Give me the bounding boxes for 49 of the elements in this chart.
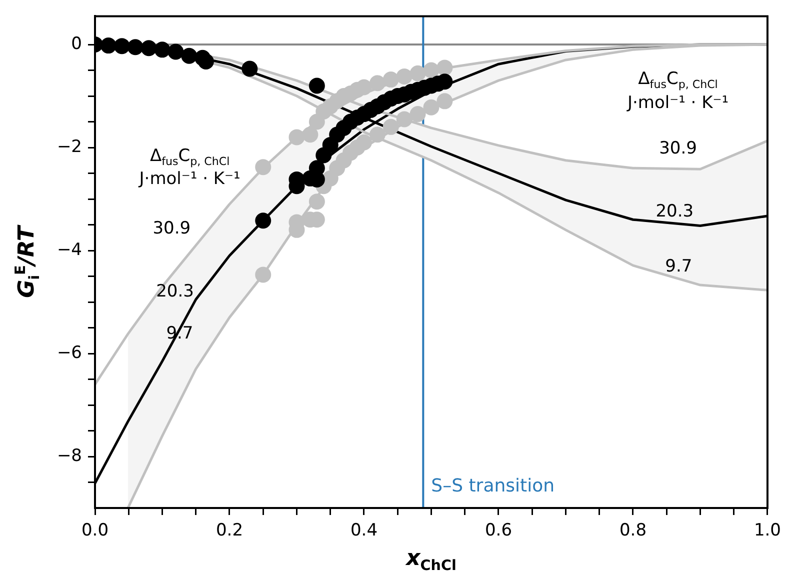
annotation: 9.7: [665, 256, 692, 278]
x-tick-label: 0.0: [81, 520, 109, 541]
point: [436, 93, 453, 110]
point: [168, 44, 184, 60]
point: [396, 111, 412, 128]
annotation: 30.9: [152, 218, 191, 240]
annotation: Δ$_{fus}$C$_{p, ChCl}$ J·mol⁻¹ · K⁻¹: [139, 145, 240, 190]
point: [288, 129, 305, 146]
point: [423, 62, 440, 78]
point: [369, 75, 386, 92]
annotation: 20.3: [156, 280, 194, 302]
y-tick-label: −4: [56, 240, 82, 260]
point: [410, 106, 426, 122]
point: [356, 134, 372, 150]
point: [114, 38, 130, 54]
point: [255, 212, 272, 229]
point: [423, 99, 440, 116]
point: [369, 126, 386, 143]
y-tick-label: −2: [56, 136, 82, 157]
point: [255, 159, 272, 176]
x-tick-label: 0.4: [350, 520, 378, 541]
y-tick-label: −8: [56, 446, 82, 466]
point: [382, 72, 399, 88]
y-tick-label: −6: [56, 342, 82, 363]
point: [302, 126, 318, 143]
x-tick-label: 0.6: [484, 520, 512, 541]
y-tick-label: 0: [71, 34, 82, 54]
x-tick-label: 0.2: [216, 520, 244, 541]
point: [181, 48, 198, 64]
x-tick-label: 1.0: [754, 520, 782, 541]
point: [140, 40, 157, 56]
point: [198, 54, 214, 70]
annotation: 20.3: [656, 202, 694, 224]
x-tick-label: 0.8: [619, 520, 647, 541]
point: [308, 194, 325, 210]
point: [410, 65, 426, 82]
point: [255, 266, 272, 283]
annotation: 30.9: [659, 138, 697, 160]
ref-line-label: S–S transition: [431, 476, 554, 497]
point: [436, 60, 453, 76]
x-axis-title: x$_{ChCl}$: [406, 546, 456, 574]
point: [396, 68, 412, 84]
point: [382, 118, 399, 135]
point: [127, 39, 144, 56]
point: [242, 60, 258, 77]
point: [308, 78, 325, 94]
point: [154, 42, 170, 58]
point: [100, 38, 116, 54]
annotation: Δ$_{fus}$C$_{p, ChCl}$ J·mol⁻¹ · K⁻¹: [628, 69, 729, 114]
